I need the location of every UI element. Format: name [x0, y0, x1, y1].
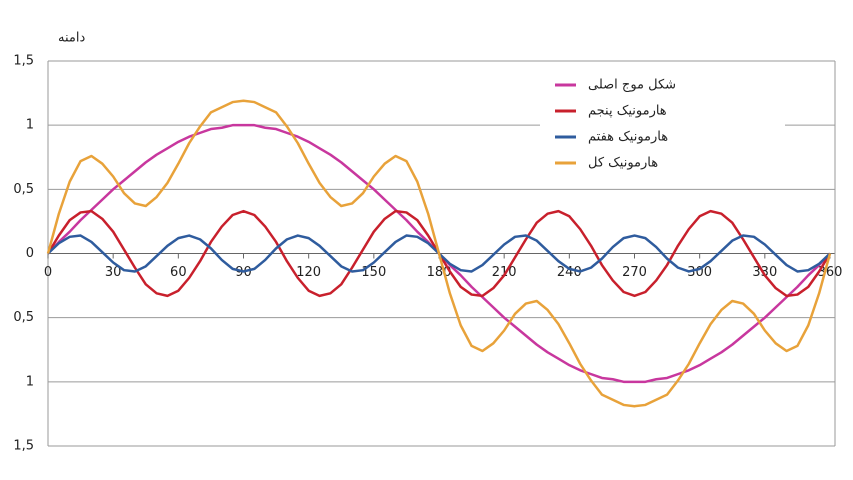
x-tick-label: 300 — [687, 265, 712, 280]
x-tick-label: 30 — [105, 265, 122, 280]
y-tick-label: 1,5 — [13, 54, 34, 69]
x-tick-label: 60 — [170, 265, 187, 280]
line-series — [46, 99, 832, 408]
x-tick-label: 0 — [44, 265, 52, 280]
x-tick-label: 240 — [557, 265, 582, 280]
x-tick-label: 150 — [361, 265, 386, 280]
y-tick-label: 1 — [26, 118, 34, 133]
legend-label: هارمونیک پنجم — [588, 104, 667, 119]
x-tick-label: 270 — [622, 265, 647, 280]
legend-box — [540, 66, 785, 182]
y-tick-label: 1,5 — [13, 439, 34, 454]
y-tick-label: 1 — [26, 374, 34, 389]
legend-label: شکل موج اصلی — [588, 78, 676, 93]
x-tick-label: 330 — [752, 265, 777, 280]
x-tick-label: 210 — [492, 265, 517, 280]
legend-label: هارمونیک کل — [588, 156, 658, 171]
y-tick-label: 0 — [26, 246, 34, 261]
y-axis-label: دامنه — [58, 31, 85, 46]
y-tick-label: 0,5 — [13, 182, 34, 197]
legend-label: هارمونیک هفتم — [588, 130, 668, 145]
x-tick-label: 120 — [296, 265, 321, 280]
y-tick-label: 0,5 — [13, 310, 34, 325]
